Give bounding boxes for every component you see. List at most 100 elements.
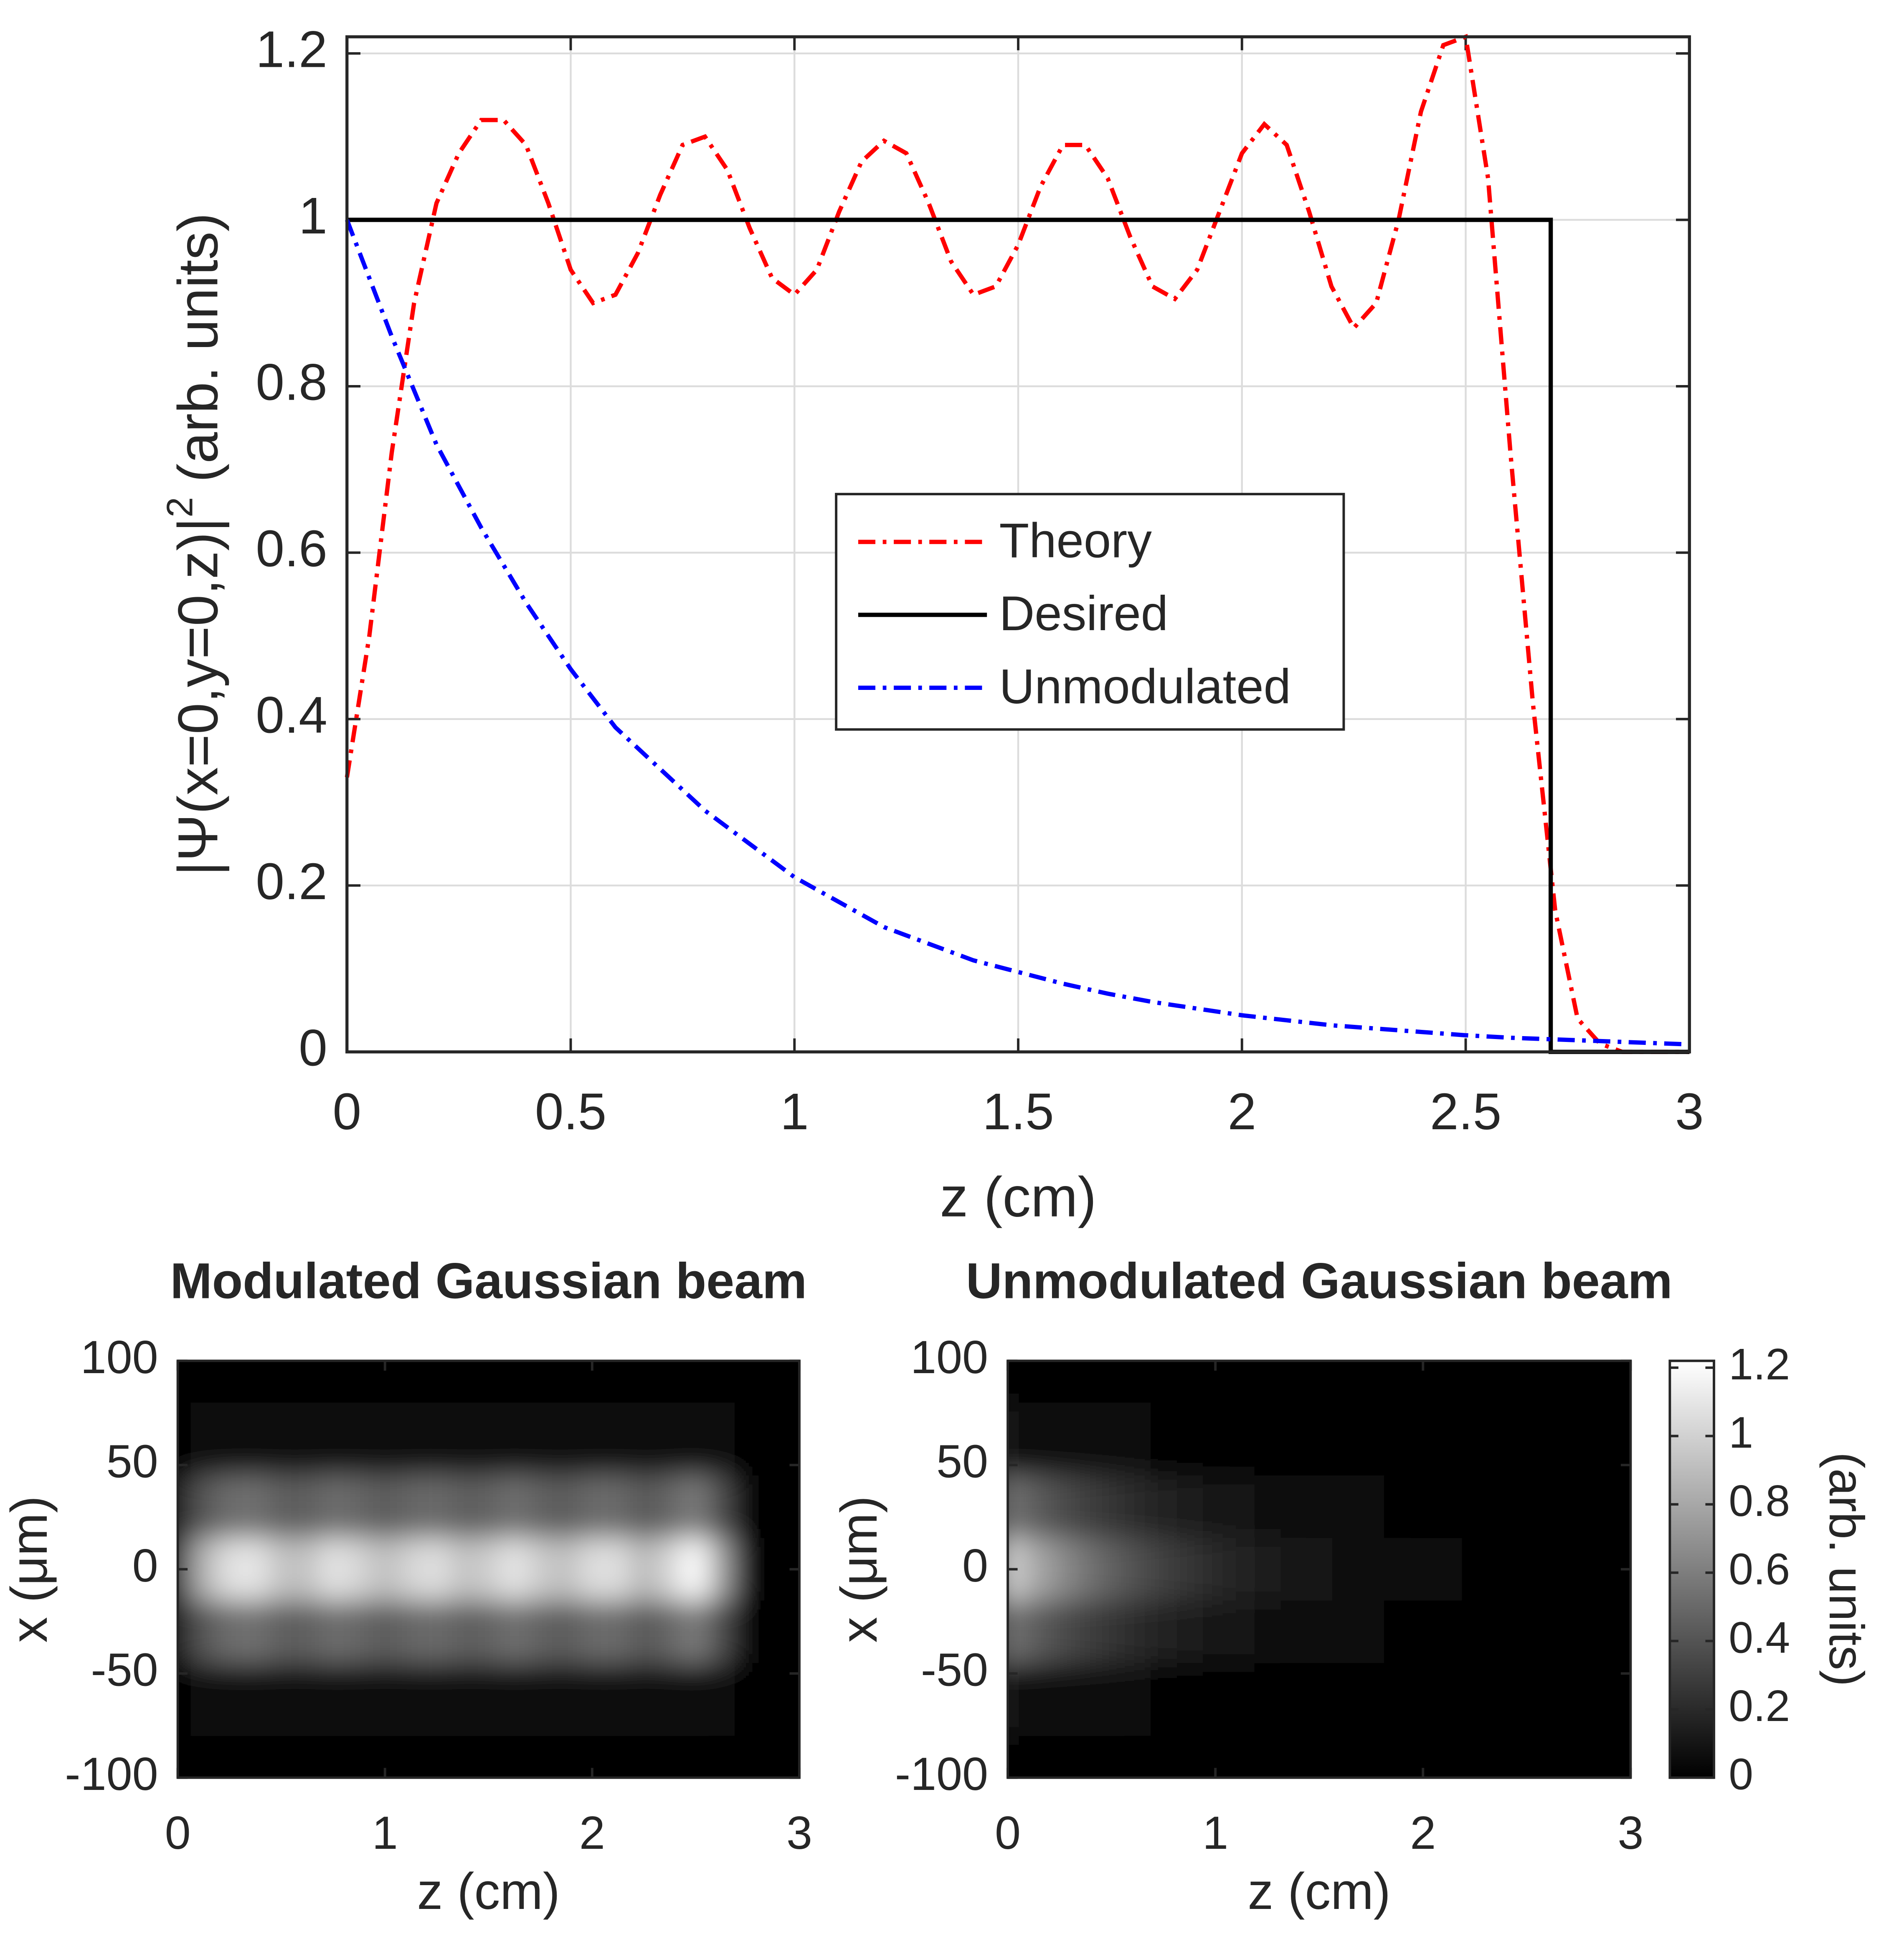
heatmap-cell bbox=[268, 1475, 295, 1539]
heatmap-cell bbox=[1514, 1361, 1541, 1404]
x-tick-label: 1 bbox=[1202, 1807, 1228, 1859]
heatmap-cell bbox=[320, 1361, 347, 1404]
heatmap-cell bbox=[190, 1600, 218, 1664]
heatmap-cell bbox=[1280, 1475, 1307, 1539]
y-axis-label: x (μm) bbox=[0, 1496, 58, 1643]
heatmap-cell bbox=[605, 1361, 632, 1404]
heatmap-cell bbox=[1280, 1538, 1307, 1602]
heatmap-cell bbox=[1150, 1736, 1177, 1778]
heatmap-cell bbox=[553, 1600, 580, 1664]
heatmap-cell bbox=[1358, 1538, 1385, 1602]
heatmap-cell bbox=[177, 1475, 192, 1539]
heatmap-cell bbox=[268, 1600, 295, 1664]
heatmap-cell bbox=[527, 1361, 554, 1404]
y-tick-label: 0.2 bbox=[256, 853, 327, 910]
heatmap-cell bbox=[1618, 1663, 1631, 1737]
heatmap-cell bbox=[1306, 1475, 1333, 1539]
heatmap-cell bbox=[1280, 1663, 1307, 1737]
heatmap-cell bbox=[1047, 1538, 1074, 1602]
heatmap-cell bbox=[631, 1475, 658, 1539]
heatmap-cell bbox=[190, 1402, 218, 1476]
heatmap-cell bbox=[1592, 1361, 1619, 1404]
heatmap-cell bbox=[372, 1600, 399, 1664]
heatmap-cell bbox=[1514, 1402, 1541, 1476]
heatmap-cell bbox=[1150, 1600, 1177, 1664]
y-tick-label: 100 bbox=[910, 1331, 988, 1383]
heatmap-cell bbox=[1306, 1663, 1333, 1737]
heatmap-cell bbox=[372, 1475, 399, 1539]
heatmap-cell bbox=[1488, 1600, 1515, 1664]
y-tick-label: 50 bbox=[106, 1435, 158, 1488]
heatmap-cell bbox=[553, 1475, 580, 1539]
heatmap-cell bbox=[657, 1663, 684, 1737]
heatmap-cell bbox=[682, 1736, 710, 1778]
heatmap-cell bbox=[1618, 1600, 1631, 1664]
heatmap-cell bbox=[1384, 1475, 1411, 1539]
heatmap-cell bbox=[1124, 1402, 1151, 1476]
heatmap-cell bbox=[1047, 1600, 1074, 1664]
y-tick-label: 0 bbox=[962, 1539, 988, 1592]
heatmap-cell bbox=[553, 1538, 580, 1602]
heatmap-cell bbox=[190, 1361, 218, 1404]
heatmap-cell bbox=[527, 1475, 554, 1539]
heatmap-cell bbox=[1098, 1736, 1126, 1778]
heatmap-cell bbox=[760, 1402, 787, 1476]
heatmap-cell bbox=[1358, 1600, 1385, 1664]
colorbar-label: (arb. units) bbox=[1819, 1452, 1874, 1686]
heatmap-cell bbox=[216, 1402, 243, 1476]
heatmap-cell bbox=[1488, 1736, 1515, 1778]
heatmap-cell bbox=[1021, 1402, 1048, 1476]
heatmap-cell bbox=[1618, 1361, 1631, 1404]
heatmap-cell bbox=[631, 1600, 658, 1664]
heatmap-cell bbox=[1072, 1361, 1100, 1404]
heatmap-cell bbox=[1021, 1663, 1048, 1737]
heatmap-cell bbox=[1539, 1600, 1567, 1664]
heatmap-cell bbox=[1410, 1663, 1437, 1737]
heatmap-cell bbox=[242, 1402, 269, 1476]
heatmap-cell bbox=[1384, 1600, 1411, 1664]
heatmap-cell bbox=[501, 1402, 528, 1476]
heatmap-cell bbox=[631, 1663, 658, 1737]
heatmap bbox=[177, 1361, 800, 1778]
heatmap-cell bbox=[1539, 1736, 1567, 1778]
heatmap-cell bbox=[1384, 1538, 1411, 1602]
heatmap-cell bbox=[1021, 1600, 1048, 1664]
heatmap-cell bbox=[527, 1600, 554, 1664]
colorbar-tick-label: 0.8 bbox=[1729, 1476, 1790, 1526]
heatmap-cell bbox=[553, 1736, 580, 1778]
heatmap-cell bbox=[1592, 1663, 1619, 1737]
heatmap-cell bbox=[1228, 1402, 1255, 1476]
colorbar-tick-label: 0.4 bbox=[1729, 1613, 1790, 1662]
heatmap-cell bbox=[708, 1361, 735, 1404]
y-tick-label: -50 bbox=[921, 1644, 988, 1696]
heatmap-cell bbox=[1488, 1475, 1515, 1539]
heatmap-cell bbox=[579, 1538, 606, 1602]
line-series bbox=[345, 219, 1690, 1047]
heatmap-cell bbox=[1021, 1538, 1048, 1602]
y-tick-label: 0.8 bbox=[256, 353, 327, 411]
heatmap-cell bbox=[1280, 1361, 1307, 1404]
heatmap-cell bbox=[268, 1538, 295, 1602]
heatmap-cell bbox=[605, 1600, 632, 1664]
heatmap-cell bbox=[1384, 1736, 1411, 1778]
heatmap-cell bbox=[1592, 1475, 1619, 1539]
heatmap-cell bbox=[734, 1475, 761, 1539]
heatmap-cell bbox=[605, 1475, 632, 1539]
heatmap-cell bbox=[1124, 1600, 1151, 1664]
heatmap-cell bbox=[1436, 1402, 1463, 1476]
heatmap-cell bbox=[760, 1600, 787, 1664]
heatmap-cell bbox=[1072, 1663, 1100, 1737]
heatmap-cell bbox=[423, 1736, 451, 1778]
heatmap-cell bbox=[1410, 1402, 1437, 1476]
heatmap-cell bbox=[579, 1475, 606, 1539]
heatmap-cell bbox=[1539, 1361, 1567, 1404]
heatmap-cell bbox=[475, 1361, 502, 1404]
heatmap-cell bbox=[734, 1663, 761, 1737]
heatmap-cell bbox=[449, 1736, 477, 1778]
heatmap-cell bbox=[1150, 1538, 1177, 1602]
heatmap-cell bbox=[1488, 1361, 1515, 1404]
heatmap-cell bbox=[475, 1475, 502, 1539]
x-tick-label: 2 bbox=[1410, 1807, 1436, 1859]
heatmap-cell bbox=[1410, 1600, 1437, 1664]
